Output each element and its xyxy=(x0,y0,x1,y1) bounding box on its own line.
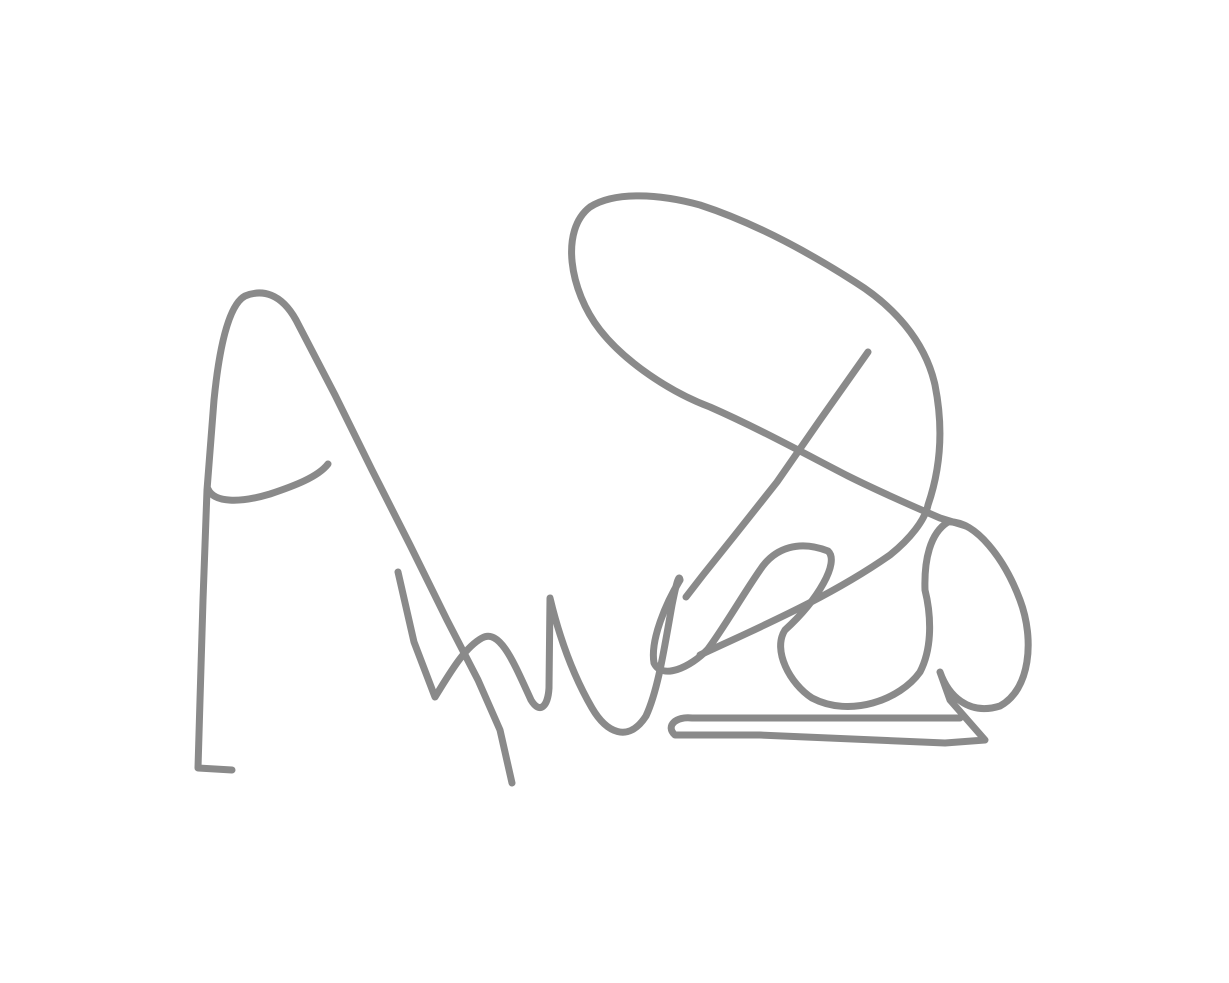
signature-stroke-5 xyxy=(568,192,970,659)
signature-stroke-1 xyxy=(194,289,516,787)
signature-strokes xyxy=(194,192,1032,787)
signature-stroke-6 xyxy=(682,348,872,601)
signature-stroke-3 xyxy=(394,568,684,736)
signature-stroke-2 xyxy=(204,460,332,504)
signature-stroke-4 xyxy=(649,518,1032,747)
